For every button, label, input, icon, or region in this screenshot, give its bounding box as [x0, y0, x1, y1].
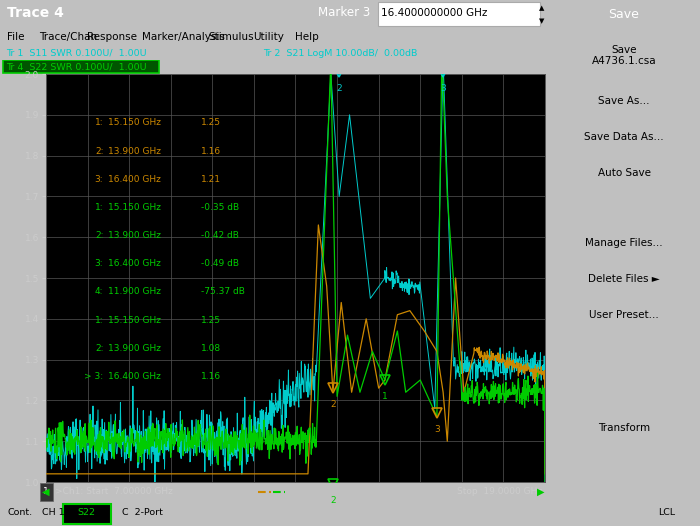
Text: 1:: 1:	[94, 316, 104, 325]
Text: -0.35 dB: -0.35 dB	[201, 203, 239, 212]
Text: Tr 1  S11 SWR 0.100U/  1.00U: Tr 1 S11 SWR 0.100U/ 1.00U	[6, 48, 147, 57]
Text: 1:: 1:	[94, 118, 104, 127]
Text: Auto Save: Auto Save	[598, 168, 650, 178]
Text: 13.900 GHz: 13.900 GHz	[108, 343, 162, 352]
Text: 4:: 4:	[95, 287, 104, 296]
Text: 1:: 1:	[94, 203, 104, 212]
Text: 2: 2	[330, 400, 336, 409]
Text: -0.42 dB: -0.42 dB	[201, 231, 239, 240]
Text: 2:: 2:	[95, 231, 104, 240]
Text: ▼: ▼	[539, 18, 544, 24]
Text: Delete Files ►: Delete Files ►	[588, 274, 660, 284]
Text: Trace/Chan: Trace/Chan	[39, 32, 97, 42]
Text: Tr 4  S22 SWR 0.100U/  1.00U: Tr 4 S22 SWR 0.100U/ 1.00U	[6, 63, 147, 72]
Bar	[40, 483, 52, 501]
Text: Save Data As...: Save Data As...	[584, 132, 664, 142]
Bar	[3, 60, 159, 73]
Text: Trace 4: Trace 4	[6, 6, 64, 19]
Text: 1.21: 1.21	[201, 175, 220, 184]
Text: C  2-Port: C 2-Port	[122, 508, 163, 517]
Text: 16.400 GHz: 16.400 GHz	[108, 175, 161, 184]
Text: 2:: 2:	[95, 343, 104, 352]
Text: 1.16: 1.16	[201, 372, 220, 381]
Text: 11.900 GHz: 11.900 GHz	[108, 287, 162, 296]
Text: 3:: 3:	[94, 259, 104, 268]
Text: Cont.: Cont.	[7, 508, 32, 517]
Text: Save
A4736.1.csa: Save A4736.1.csa	[592, 45, 657, 66]
Text: S22: S22	[78, 508, 96, 517]
Text: 1.25: 1.25	[201, 118, 220, 127]
Text: Save As...: Save As...	[598, 96, 650, 106]
Text: 16.400 GHz: 16.400 GHz	[108, 259, 161, 268]
Text: -0.49 dB: -0.49 dB	[201, 259, 239, 268]
Text: Marker/Analysis: Marker/Analysis	[143, 32, 225, 42]
Text: Marker 3: Marker 3	[318, 6, 370, 19]
Text: 15.150 GHz: 15.150 GHz	[108, 203, 162, 212]
Text: 2: 2	[330, 496, 336, 505]
Text: ▶: ▶	[537, 487, 545, 497]
Text: 1.16: 1.16	[201, 147, 220, 156]
Text: User Preset...: User Preset...	[589, 310, 659, 320]
Text: CH 1:: CH 1:	[42, 508, 68, 517]
Text: Stimulus: Stimulus	[208, 32, 254, 42]
Text: > 3:: > 3:	[84, 372, 104, 381]
Bar	[63, 504, 111, 524]
Text: 1: 1	[382, 392, 388, 401]
Text: 3: 3	[434, 425, 440, 434]
Text: Tr 2  S21 LogM 10.00dB/  0.00dB: Tr 2 S21 LogM 10.00dB/ 0.00dB	[263, 48, 417, 57]
Text: -75.37 dB: -75.37 dB	[201, 287, 244, 296]
Text: Stop  19.0000 GHz: Stop 19.0000 GHz	[456, 488, 542, 497]
Text: File: File	[6, 32, 24, 42]
Text: 1.08: 1.08	[201, 343, 220, 352]
Text: Manage Files...: Manage Files...	[585, 238, 663, 248]
Text: 15.150 GHz: 15.150 GHz	[108, 118, 162, 127]
Text: 3: 3	[440, 84, 446, 93]
Text: >Ch1: Start  7.00000 GHz: >Ch1: Start 7.00000 GHz	[55, 488, 173, 497]
Text: 2:: 2:	[95, 147, 104, 156]
Text: 3:: 3:	[94, 175, 104, 184]
Text: Help: Help	[295, 32, 318, 42]
Text: 2: 2	[336, 84, 342, 93]
Text: 13.900 GHz: 13.900 GHz	[108, 231, 162, 240]
Text: Transform: Transform	[598, 423, 650, 433]
Text: 16.4000000000 GHz: 16.4000000000 GHz	[381, 7, 487, 17]
Text: 16.400 GHz: 16.400 GHz	[108, 372, 161, 381]
Text: 1: 1	[43, 488, 49, 497]
Bar	[378, 2, 540, 26]
Text: ◀: ◀	[41, 487, 49, 497]
Text: 13.900 GHz: 13.900 GHz	[108, 147, 162, 156]
Text: ▲: ▲	[539, 5, 544, 12]
Text: 15.150 GHz: 15.150 GHz	[108, 316, 162, 325]
Text: LCL: LCL	[658, 508, 675, 517]
Text: Utility: Utility	[253, 32, 284, 42]
Text: Save: Save	[608, 7, 639, 21]
Text: 1.25: 1.25	[201, 316, 220, 325]
Text: Response: Response	[87, 32, 136, 42]
